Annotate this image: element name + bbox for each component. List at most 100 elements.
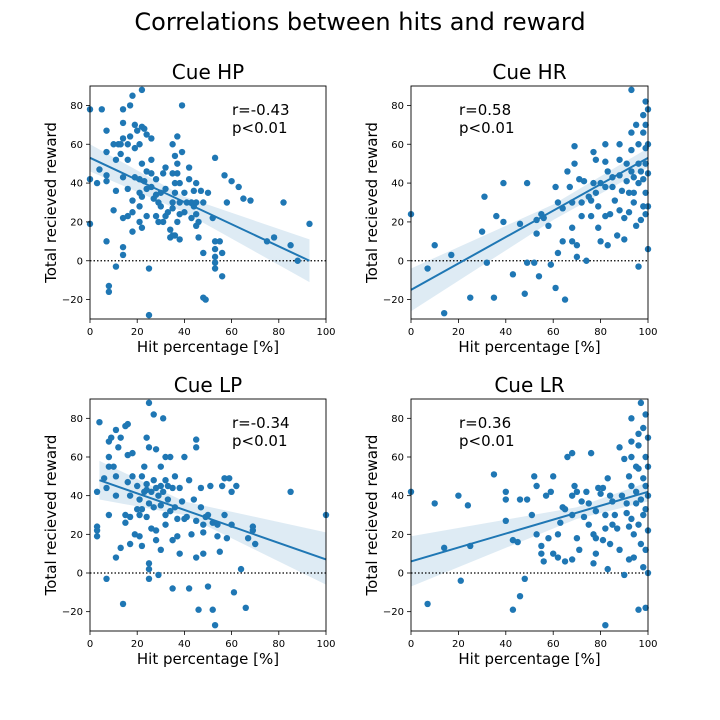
data-point bbox=[448, 251, 455, 259]
data-point bbox=[145, 565, 153, 573]
data-point bbox=[583, 257, 590, 264]
data-point bbox=[129, 228, 136, 235]
data-point bbox=[580, 513, 588, 521]
data-point bbox=[568, 224, 576, 231]
data-point bbox=[552, 183, 559, 191]
data-point bbox=[119, 135, 127, 142]
data-point bbox=[516, 496, 524, 503]
data-point bbox=[138, 506, 146, 513]
data-point bbox=[642, 453, 649, 461]
correlation-r-text: r=0.58 bbox=[459, 101, 511, 119]
data-point bbox=[218, 249, 226, 257]
plot-frame bbox=[410, 85, 649, 320]
data-point bbox=[162, 185, 169, 193]
data-point bbox=[93, 179, 101, 187]
data-point bbox=[628, 168, 635, 175]
data-point bbox=[640, 176, 647, 183]
data-point bbox=[221, 475, 228, 482]
data-point bbox=[108, 434, 115, 441]
data-point bbox=[188, 214, 195, 222]
data-point bbox=[124, 420, 131, 428]
data-point bbox=[193, 210, 200, 218]
data-point bbox=[126, 102, 134, 109]
data-point bbox=[640, 424, 647, 432]
y-tick-label: 60 bbox=[391, 140, 404, 151]
x-tick-label: 100 bbox=[638, 327, 657, 338]
y-tick-label: 20 bbox=[70, 530, 83, 541]
data-point bbox=[164, 496, 172, 503]
data-point bbox=[500, 179, 507, 187]
data-point bbox=[211, 245, 219, 253]
data-point bbox=[609, 521, 616, 528]
p-value-text: p<0.01 bbox=[459, 119, 515, 137]
data-point bbox=[595, 203, 602, 210]
data-point bbox=[568, 238, 576, 245]
data-point bbox=[502, 517, 509, 524]
data-point bbox=[136, 203, 143, 210]
data-point bbox=[119, 600, 127, 608]
data-point bbox=[424, 600, 431, 608]
data-point bbox=[611, 511, 619, 519]
data-point bbox=[490, 471, 498, 478]
data-point bbox=[150, 477, 157, 484]
data-point bbox=[93, 488, 101, 495]
data-point bbox=[200, 550, 207, 557]
x-axis-label: Hit percentage [%] bbox=[458, 650, 600, 668]
data-point bbox=[523, 179, 531, 187]
data-point bbox=[171, 189, 179, 196]
data-point bbox=[193, 179, 200, 187]
data-point bbox=[547, 261, 555, 268]
data-point bbox=[630, 531, 637, 538]
data-point bbox=[640, 111, 647, 119]
data-point bbox=[181, 453, 188, 461]
data-point bbox=[126, 133, 134, 140]
y-tick-label: 0 bbox=[398, 569, 404, 580]
data-point bbox=[126, 492, 134, 499]
data-point bbox=[531, 259, 538, 266]
data-point bbox=[431, 242, 438, 249]
data-point bbox=[159, 218, 167, 226]
x-tick-label: 40 bbox=[499, 639, 512, 650]
data-point bbox=[587, 449, 595, 457]
data-point bbox=[112, 156, 120, 163]
data-point bbox=[112, 554, 120, 561]
data-point bbox=[119, 243, 127, 251]
y-tick-label: 20 bbox=[391, 530, 404, 541]
data-point bbox=[117, 150, 124, 158]
data-point bbox=[152, 212, 160, 220]
data-point bbox=[554, 249, 562, 257]
data-point bbox=[233, 482, 240, 490]
p-value-text: p<0.01 bbox=[232, 432, 288, 450]
data-point bbox=[566, 183, 573, 191]
data-point bbox=[117, 434, 124, 441]
data-point bbox=[533, 230, 540, 237]
data-point bbox=[502, 488, 509, 495]
data-point bbox=[604, 242, 611, 249]
data-point bbox=[247, 197, 254, 204]
data-point bbox=[580, 177, 588, 185]
data-point bbox=[134, 506, 141, 513]
data-point bbox=[554, 554, 562, 561]
data-point bbox=[110, 141, 117, 148]
data-point bbox=[576, 546, 583, 553]
data-point bbox=[162, 164, 169, 171]
data-point bbox=[467, 294, 474, 301]
data-point bbox=[587, 197, 595, 204]
data-point bbox=[540, 558, 547, 565]
x-axis-label: Hit percentage [%] bbox=[458, 338, 600, 356]
data-point bbox=[218, 482, 226, 490]
data-point bbox=[223, 199, 231, 206]
data-point bbox=[440, 309, 448, 317]
data-point bbox=[176, 484, 183, 492]
data-point bbox=[112, 263, 120, 270]
data-point bbox=[240, 195, 247, 202]
data-point bbox=[625, 523, 633, 530]
data-point bbox=[167, 226, 174, 233]
data-point bbox=[571, 482, 578, 490]
data-point bbox=[150, 411, 157, 418]
data-point bbox=[138, 224, 146, 231]
y-tick-label: −20 bbox=[383, 607, 404, 618]
data-point bbox=[145, 399, 153, 407]
